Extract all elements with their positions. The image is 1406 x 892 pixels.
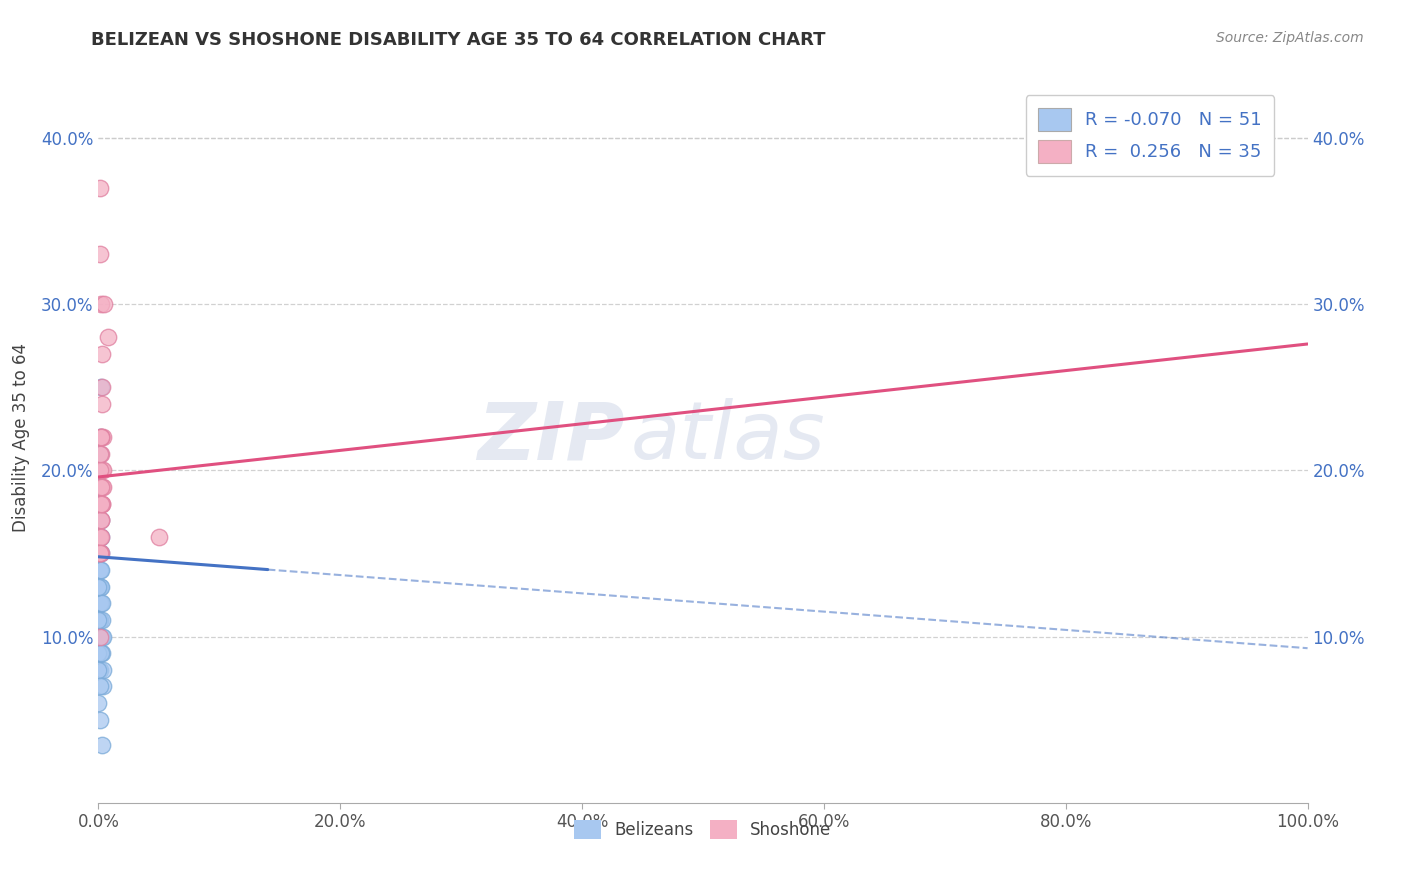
Point	[91, 430, 114, 444]
Point	[91, 663, 114, 677]
Point	[91, 646, 114, 660]
Point	[89, 580, 111, 594]
Point	[89, 447, 111, 461]
Point	[89, 630, 111, 644]
Point	[89, 630, 111, 644]
Point	[90, 563, 112, 577]
Point	[89, 530, 111, 544]
Point	[90, 530, 112, 544]
Point	[91, 497, 114, 511]
Point	[89, 546, 111, 560]
Point	[91, 480, 114, 494]
Point	[148, 530, 170, 544]
Point	[91, 497, 114, 511]
Point	[90, 447, 112, 461]
Point	[90, 430, 112, 444]
Point	[89, 497, 111, 511]
Point	[91, 680, 114, 694]
Point	[89, 447, 111, 461]
Point	[91, 480, 114, 494]
Point	[90, 546, 112, 560]
Point	[90, 546, 112, 560]
Point	[91, 596, 114, 610]
Point	[90, 513, 112, 527]
Point	[91, 463, 114, 477]
Point	[90, 497, 112, 511]
Y-axis label: Disability Age 35 to 64: Disability Age 35 to 64	[11, 343, 30, 532]
Point	[90, 430, 112, 444]
Point	[89, 596, 111, 610]
Point	[91, 630, 114, 644]
Point	[89, 596, 111, 610]
Point	[89, 630, 111, 644]
Point	[89, 563, 111, 577]
Point	[89, 630, 111, 644]
Text: BELIZEAN VS SHOSHONE DISABILITY AGE 35 TO 64 CORRELATION CHART: BELIZEAN VS SHOSHONE DISABILITY AGE 35 T…	[91, 31, 825, 49]
Point	[89, 463, 111, 477]
Text: Source: ZipAtlas.com: Source: ZipAtlas.com	[1216, 31, 1364, 45]
Point	[90, 580, 112, 594]
Point	[89, 180, 111, 194]
Point	[93, 297, 115, 311]
Point	[89, 680, 111, 694]
Point	[89, 530, 111, 544]
Point	[91, 613, 114, 627]
Point	[87, 646, 110, 660]
Point	[90, 380, 112, 394]
Point	[89, 563, 111, 577]
Point	[97, 330, 120, 344]
Point	[89, 546, 111, 560]
Point	[87, 463, 110, 477]
Point	[89, 580, 111, 594]
Point	[90, 513, 112, 527]
Point	[87, 696, 110, 710]
Point	[90, 530, 112, 544]
Point	[89, 546, 111, 560]
Point	[89, 613, 111, 627]
Point	[91, 347, 114, 361]
Point	[89, 580, 111, 594]
Point	[90, 513, 112, 527]
Point	[91, 397, 114, 411]
Point	[89, 530, 111, 544]
Point	[89, 530, 111, 544]
Point	[89, 546, 111, 560]
Point	[87, 613, 110, 627]
Point	[90, 646, 112, 660]
Point	[91, 738, 114, 752]
Point	[87, 580, 110, 594]
Point	[90, 596, 112, 610]
Point	[89, 480, 111, 494]
Point	[89, 530, 111, 544]
Text: atlas: atlas	[630, 398, 825, 476]
Point	[91, 630, 114, 644]
Point	[89, 646, 111, 660]
Point	[90, 297, 112, 311]
Point	[90, 480, 112, 494]
Point	[89, 247, 111, 261]
Point	[91, 463, 114, 477]
Point	[87, 663, 110, 677]
Point	[89, 463, 111, 477]
Point	[89, 430, 111, 444]
Point	[89, 663, 111, 677]
Point	[90, 480, 112, 494]
Point	[90, 497, 112, 511]
Point	[89, 613, 111, 627]
Point	[89, 513, 111, 527]
Point	[89, 497, 111, 511]
Point	[89, 713, 111, 727]
Point	[91, 380, 114, 394]
Text: ZIP: ZIP	[477, 398, 624, 476]
Point	[90, 430, 112, 444]
Legend: Belizeans, Shoshone: Belizeans, Shoshone	[568, 814, 838, 846]
Point	[89, 546, 111, 560]
